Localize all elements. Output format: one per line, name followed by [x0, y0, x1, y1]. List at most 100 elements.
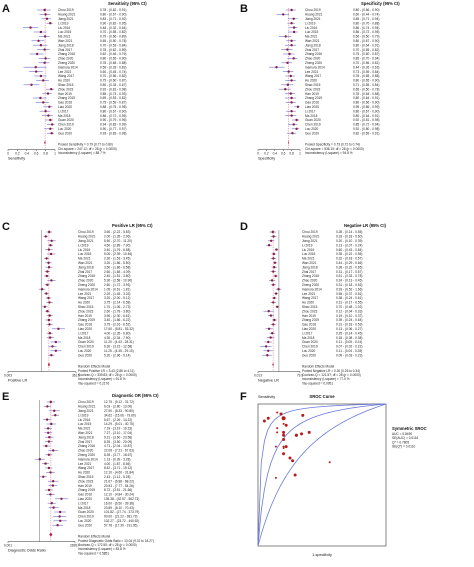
sroc-point [282, 452, 286, 456]
sroc-point [291, 459, 295, 463]
study-point [45, 444, 48, 448]
study-point [46, 92, 50, 95]
footer-stat: Random Effects Model [78, 535, 110, 539]
plot-frame [257, 403, 387, 547]
sroc-point [282, 438, 286, 441]
study-point [287, 70, 290, 73]
study-label: Luo 2015 [58, 30, 72, 34]
ci-label: 0.31 - (0.18 - 0.53) [336, 283, 362, 287]
ci-label: 16.00 - (6.50 - 39.38) [104, 501, 134, 505]
study-point [54, 340, 58, 344]
study-point [53, 409, 56, 412]
footer-stat: Inconsistency (I-square) = 83.8 % [78, 547, 126, 551]
study-label: Huang 2021 [302, 235, 320, 239]
ci-label: 0.71 - (0.55 - 0.84) [353, 83, 379, 87]
study-label: Lou 2020 [78, 519, 92, 523]
study-label: Zheng 2020 [305, 61, 322, 65]
study-point [54, 349, 58, 352]
sroc-point [307, 430, 311, 434]
study-point [276, 305, 279, 308]
ci-label: 0.62 - (0.46 - 0.76) [100, 52, 126, 56]
study-label: Zhao 2020 [305, 57, 320, 61]
study-label: Liao 2020 [78, 497, 92, 501]
forest-panel-d: D Negative LR (95% CI) Chou 2019 0.28 - (0.… [240, 221, 386, 385]
ci-label: 0.85 - (0.70 - 0.94) [353, 57, 379, 61]
study-point [44, 462, 47, 465]
study-label: Wang 2017 [58, 74, 74, 78]
study-point [274, 274, 277, 278]
ci-label: 0.92 - (0.80 - 0.98) [353, 127, 379, 131]
study-point [44, 57, 47, 60]
study-label: Han 2019 [78, 484, 92, 488]
ci-label: 12.10 - (4.60 - 31.84) [104, 471, 134, 475]
study-label: Zhang 2019 [58, 96, 75, 100]
study-point [267, 244, 271, 247]
study-label: Chou 2019 [305, 8, 321, 12]
study-point [275, 248, 278, 251]
ci-label: 5.30 - (2.58 - 10.90) [104, 279, 132, 283]
ci-label: 0.65 - (0.50 - 0.78) [100, 39, 126, 43]
ci-label: 0.09 - (0.03 - 0.23) [336, 353, 362, 357]
ci-label: 0.11 - (0.04 - 0.28) [336, 349, 362, 353]
study-label: Zhai 2017 [305, 48, 319, 52]
study-point [264, 345, 268, 348]
footer-stat: Pooled Negative LR = 0.30 (0.26 to 0.34) [302, 369, 360, 373]
ci-label: 135.38 - (32.57 - 562.73) [104, 497, 139, 501]
ci-label: 0.19 - (0.10 - 0.37) [336, 314, 362, 318]
study-point [50, 502, 53, 505]
ci-label: 0.55 - (0.37 - 0.81) [336, 292, 362, 296]
ci-label: 0.88 - (0.75 - 0.95) [100, 105, 126, 109]
x-tick-label: 1 [299, 152, 301, 156]
study-label: Lee 2021 [58, 70, 72, 74]
study-label: Liao 2020 [58, 105, 72, 109]
study-label: Zhou 2023 [78, 479, 93, 483]
sroc-point [300, 432, 304, 436]
study-point [284, 35, 287, 38]
ci-label: 2.43 - (1.12 - 5.28) [104, 475, 130, 479]
x-axis-label: Specificity [258, 157, 275, 161]
study-label: Guan 2020 [58, 118, 74, 122]
sroc-point [328, 461, 331, 464]
study-label: Ma 2021 [58, 35, 71, 39]
study-point [50, 123, 54, 126]
study-label: Li 2019 [78, 243, 89, 247]
ci-label: 23.89 - (8.10 - 70.43) [104, 506, 134, 510]
ci-label: 6.30 - (3.15 - 12.58) [104, 345, 132, 349]
study-label: Zhao 2020 [58, 57, 73, 61]
study-point [48, 105, 51, 109]
study-point [54, 414, 57, 417]
footer-stat: Tau-squared = 0.0951 [302, 381, 333, 385]
ci-label: 0.18 - (0.08 - 0.38) [336, 336, 362, 340]
ci-label: 0.80 - (0.70 - 0.88) [353, 21, 379, 25]
sroc-panel: F Sensitivity SROC Curve 1-specificity Symme… [240, 391, 427, 557]
study-label: Liao 2020 [78, 327, 92, 331]
study-point [48, 436, 51, 439]
ci-label: 2.40 - (1.51 - 3.80) [104, 274, 130, 278]
study-point [57, 327, 60, 330]
study-label: Zhang 2016 [78, 444, 95, 448]
ci-label: 12.75 - (5.12 - 31.72) [104, 400, 134, 404]
study-label: Liao 2020 [302, 327, 316, 331]
sroc-point [267, 417, 270, 420]
study-label: Chen 2019 [302, 345, 318, 349]
study-point [45, 292, 48, 295]
study-point [50, 279, 53, 282]
study-label: Chou 2019 [78, 230, 94, 234]
pooled-diamond [44, 140, 46, 145]
x-tick-label: 0 [257, 152, 259, 156]
study-point [51, 345, 54, 348]
study-label: Li 2019 [302, 243, 313, 247]
ci-label: 0.60 - (0.45 - 0.74) [100, 70, 126, 74]
footer-stat: Chi-square = 536.19; df = 28 (p = 0.0000… [305, 147, 364, 151]
study-point [295, 127, 298, 130]
study-label: Shao 2015 [78, 305, 94, 309]
study-label: Ma 2021 [78, 427, 91, 431]
study-point [51, 484, 55, 487]
x-tick-label: 361.5 [72, 374, 80, 378]
ci-label: 0.93 - (0.52 - 1.66) [336, 287, 362, 291]
study-label: Inamura 2014 [78, 287, 98, 291]
study-label: Jiang 2021 [78, 239, 94, 243]
x-tick-label: 0.2 [264, 152, 269, 156]
study-point [42, 475, 45, 478]
study-label: Ma 2018 [78, 336, 91, 340]
